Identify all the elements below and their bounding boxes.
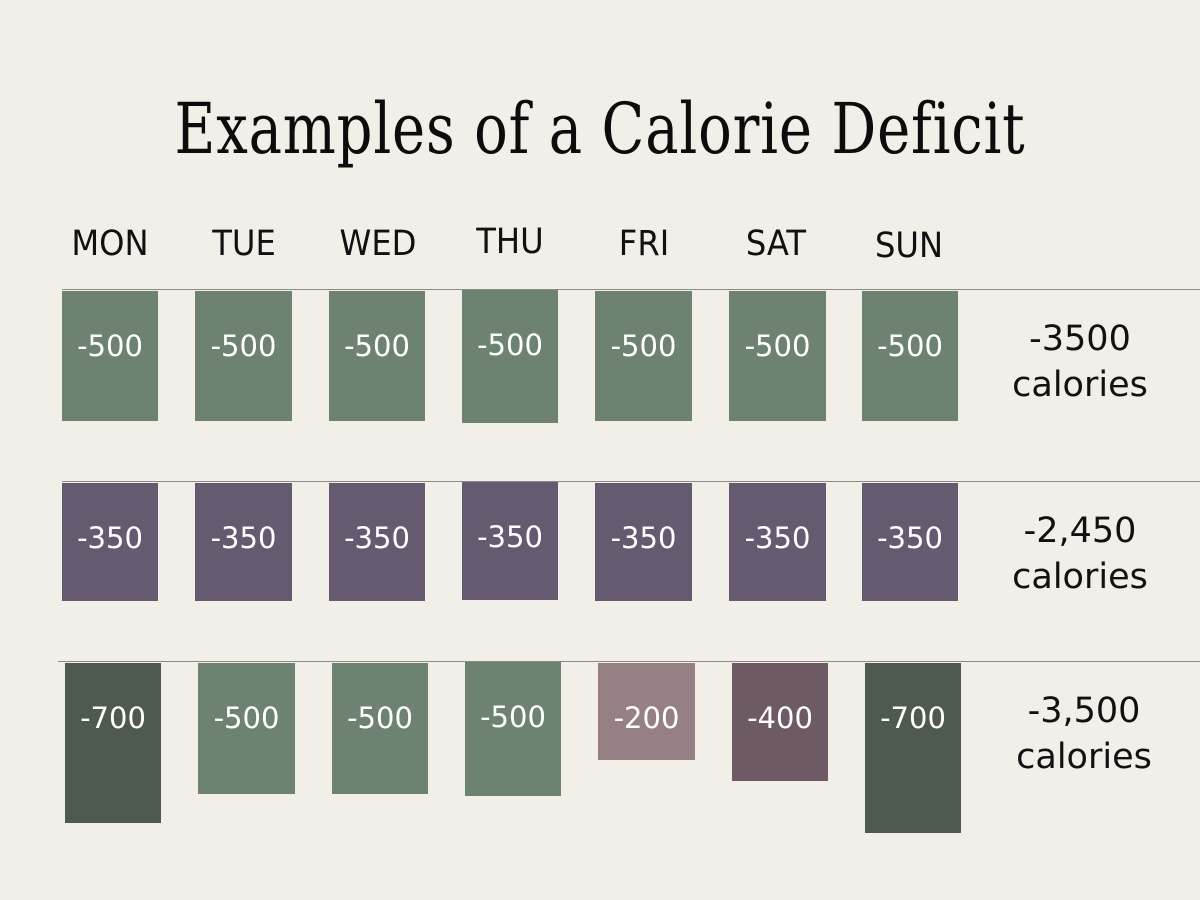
bar-mon: -500 xyxy=(62,291,158,421)
row-3-baseline xyxy=(58,661,1200,662)
total-unit: calories xyxy=(1012,365,1148,405)
bar-value: -400 xyxy=(747,701,813,735)
bar-value: -500 xyxy=(877,329,943,363)
bar-sun: -500 xyxy=(862,291,958,421)
row-3-total: -3,500 calories xyxy=(994,688,1174,780)
bar-value: -350 xyxy=(210,521,277,555)
day-sat: SAT xyxy=(745,224,807,264)
bar-value: -500 xyxy=(480,700,546,734)
row-1-baseline xyxy=(62,289,1200,290)
bar-mon: -700 xyxy=(65,663,161,823)
bar-wed: -500 xyxy=(332,663,428,794)
bar-mon: -350 xyxy=(62,483,158,601)
bar-value: -350 xyxy=(877,521,943,555)
day-mon: MON xyxy=(71,224,149,264)
bar-value: -200 xyxy=(613,701,680,735)
bar-fri: -200 xyxy=(598,663,695,760)
bar-tue: -500 xyxy=(195,291,292,421)
row-1-total: -3500 calories xyxy=(990,316,1170,408)
bar-value: -500 xyxy=(744,329,811,363)
bar-sat: -400 xyxy=(732,663,828,781)
bar-fri: -500 xyxy=(595,291,692,421)
bar-value: -500 xyxy=(347,701,413,735)
bar-value: -500 xyxy=(213,701,280,735)
bar-value: -500 xyxy=(77,329,143,363)
bar-value: -500 xyxy=(210,329,277,363)
bar-sat: -500 xyxy=(729,291,826,421)
day-wed: WED xyxy=(339,224,417,264)
bar-value: -500 xyxy=(344,329,410,363)
total-unit: calories xyxy=(1012,557,1148,597)
bar-value: -700 xyxy=(80,701,146,735)
bar-tue: -350 xyxy=(195,483,292,601)
day-thu: THU xyxy=(476,222,544,262)
day-sun: SUN xyxy=(874,226,944,266)
bar-value: -350 xyxy=(744,521,811,555)
total-value: -3500 xyxy=(1029,319,1131,359)
bar-thu: -350 xyxy=(462,482,558,600)
bar-value: -350 xyxy=(344,521,410,555)
row-2-baseline xyxy=(62,481,1200,482)
bar-sat: -350 xyxy=(729,483,826,601)
total-unit: calories xyxy=(1016,737,1152,777)
bar-tue: -500 xyxy=(198,663,295,794)
bar-value: -350 xyxy=(77,521,143,555)
day-fri: FRI xyxy=(618,224,670,264)
total-value: -2,450 xyxy=(1023,511,1137,551)
bar-thu: -500 xyxy=(462,290,558,423)
bar-thu: -500 xyxy=(465,662,561,796)
row-2-total: -2,450 calories xyxy=(990,508,1170,600)
bar-sun: -350 xyxy=(862,483,958,601)
bar-value: -350 xyxy=(610,521,677,555)
day-tue: TUE xyxy=(212,224,276,264)
bar-sun: -700 xyxy=(865,663,961,833)
bar-fri: -350 xyxy=(595,483,692,601)
bar-wed: -350 xyxy=(329,483,425,601)
bar-value: -700 xyxy=(880,701,946,735)
page-title: Examples of a Calorie Deficit xyxy=(174,88,1026,170)
total-value: -3,500 xyxy=(1027,691,1141,731)
bar-value: -350 xyxy=(477,520,543,554)
bar-value: -500 xyxy=(477,328,543,362)
bar-value: -500 xyxy=(610,329,677,363)
bar-wed: -500 xyxy=(329,291,425,421)
